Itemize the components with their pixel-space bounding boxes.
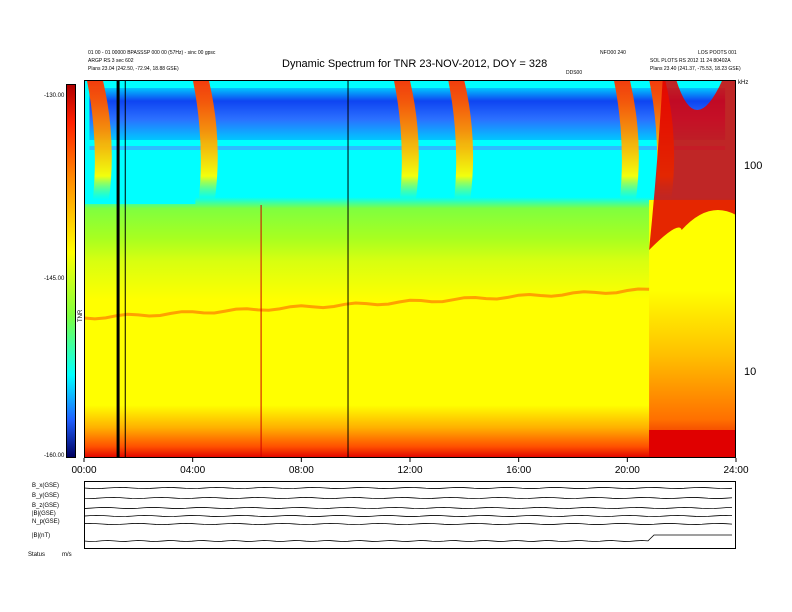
lower-trace-0 <box>84 486 733 490</box>
x-tick-label: 24:00 <box>723 465 748 476</box>
header-left-info-1: 01 00 - 01 00000 BPASSSP 000 00 (57Hz) -… <box>88 50 216 56</box>
colorbar <box>66 84 76 458</box>
right-axis-unit: kHz <box>738 80 749 86</box>
burst-4 <box>613 80 639 200</box>
header-right-info-4: Plans 23.40 (241.37, -75.53, 18.23 GSE) <box>650 66 741 72</box>
row-label-by: B_y(GSE) <box>32 493 60 499</box>
footer-value: m/s <box>62 552 72 558</box>
x-tick-label: 20:00 <box>615 465 640 476</box>
vertical-line-2 <box>347 80 349 458</box>
lower-panel <box>84 481 736 549</box>
spectrogram-frame <box>84 80 736 458</box>
row-label-b: |B|(GSE) <box>32 511 56 517</box>
x-tick-label: 04:00 <box>180 465 205 476</box>
lower-trace-1 <box>84 496 733 500</box>
x-tick-label: 08:00 <box>289 465 314 476</box>
row-label-np: N_p(GSE) <box>32 519 60 525</box>
colorbar-tick-mid: -145.00 <box>44 276 65 282</box>
header-right-info-1: NFO00 240 <box>600 50 626 56</box>
right-axis-tick-100: 100 <box>744 160 763 172</box>
header-right-info-2: LOS POOTS 001 <box>698 50 737 56</box>
lower-trace-2 <box>84 506 733 510</box>
lower-panel-frame <box>84 481 736 549</box>
x-tick-label: 12:00 <box>397 465 422 476</box>
colorbar-tick-bottom: -160.00 <box>44 453 65 459</box>
right-axis-tick-10: 10 <box>744 366 757 378</box>
storm-base <box>649 430 736 458</box>
burst-1 <box>192 80 218 200</box>
burst-0 <box>86 80 112 200</box>
colorbar-tick-top: -130.00 <box>44 93 65 99</box>
lower-trace-b <box>84 534 732 542</box>
storm-region <box>649 200 736 458</box>
vertical-line-0 <box>116 80 120 458</box>
header-left-info-3: Plans 23.04 (242.50, -72.94, 18.88 GSE) <box>88 66 179 72</box>
lower-trace-4 <box>84 522 733 526</box>
storm-bursts <box>649 80 736 250</box>
footer-label: Status <box>28 552 46 558</box>
x-axis: 00:00 04:00 08:00 12:00 16:00 20:00 24:00 <box>71 458 749 476</box>
lower-panel-labels: B_x(GSE) B_y(GSE) B_z(GSE) |B|(GSE) N_p(… <box>30 481 82 549</box>
header-right-info-3: SOL PLOTS RS 2012 11 24 80402A <box>650 58 731 64</box>
lower-trace-3 <box>84 514 733 518</box>
header-left-info-2: ARGP RS 3 sec 602 <box>88 58 134 64</box>
x-tick-label: 16:00 <box>506 465 531 476</box>
burst-2 <box>393 80 419 200</box>
row-label-bx: B_x(GSE) <box>32 483 60 489</box>
vertical-line-1 <box>260 205 262 458</box>
row-label-bnt: |B|(nT) <box>32 533 51 539</box>
chart-title: Dynamic Spectrum for TNR 23-NOV-2012, DO… <box>282 58 548 70</box>
header-mid-marker: DDS00 <box>566 70 583 76</box>
plasma-line <box>84 287 650 321</box>
burst-3 <box>448 80 474 200</box>
row-label-bz: B_z(GSE) <box>32 503 60 509</box>
spectrogram <box>84 80 736 458</box>
x-tick-label: 00:00 <box>71 465 96 476</box>
vertical-line-thin <box>124 80 126 458</box>
